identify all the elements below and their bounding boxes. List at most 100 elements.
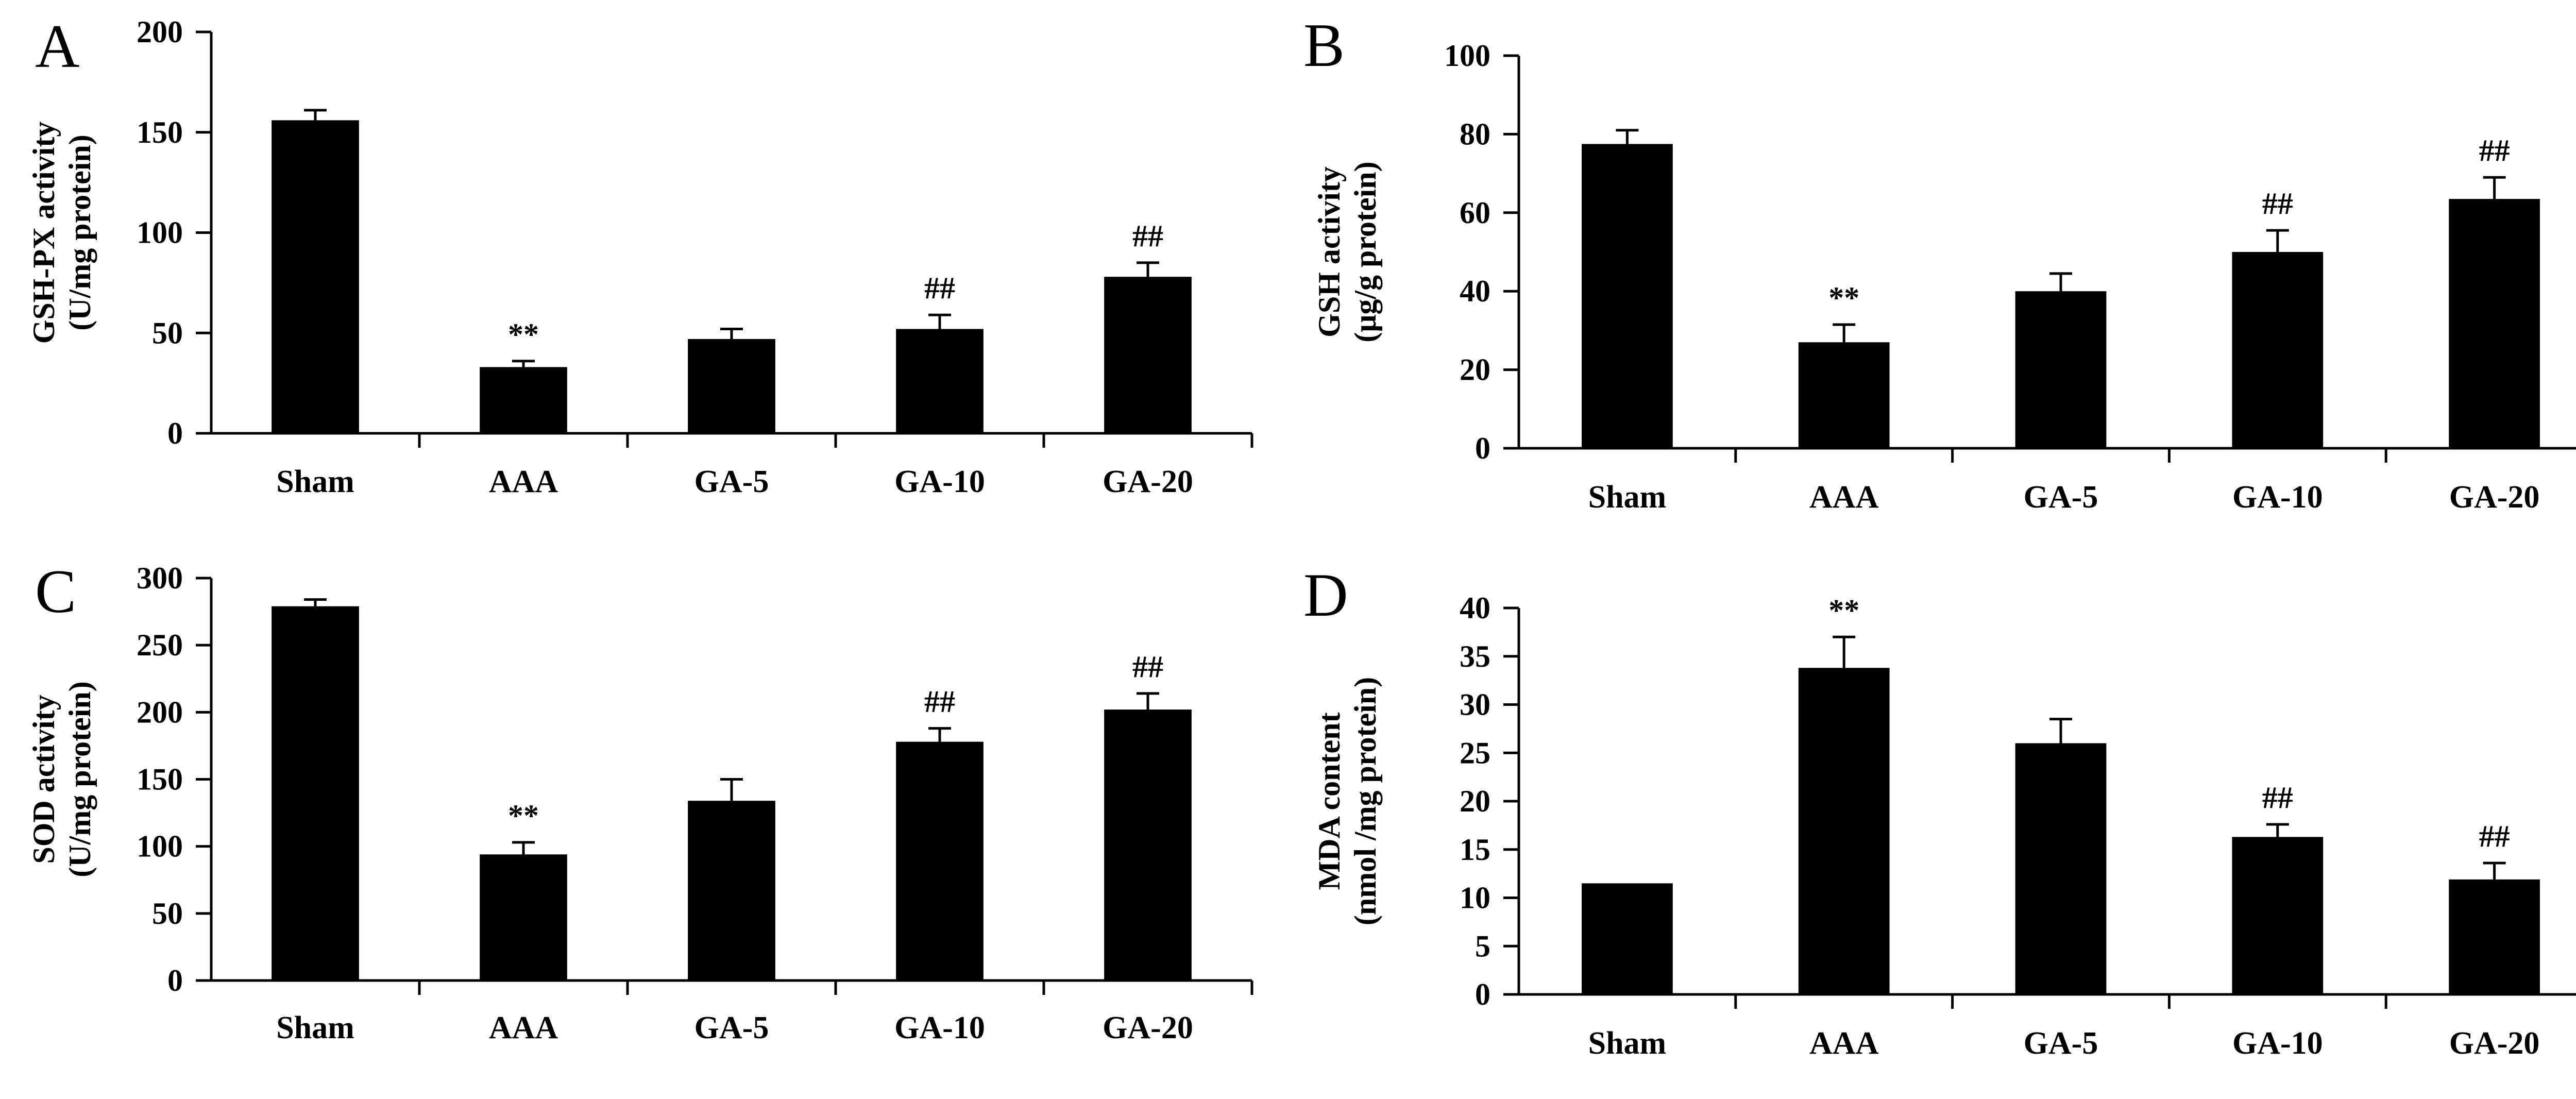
y-tick-label: 100 (137, 830, 183, 864)
category-label: Sham (1588, 1026, 1667, 1061)
significance-marker: ** (508, 317, 539, 351)
bar-ga-10 (2232, 252, 2324, 448)
category-label: GA-10 (2232, 480, 2323, 515)
bar-ga-10 (896, 741, 984, 980)
y-axis-label-line: (nmol /mg protein) (1348, 677, 1382, 925)
y-tick-label: 300 (137, 561, 183, 595)
bar-sham (272, 606, 359, 980)
bar-aaa (1798, 668, 1890, 994)
category-label: GA-5 (2024, 480, 2098, 515)
bar-ga-20 (1104, 277, 1192, 433)
y-tick-label: 20 (1460, 353, 1490, 387)
category-label: GA-10 (894, 464, 985, 499)
bar-aaa (1798, 342, 1890, 448)
category-label: Sham (1588, 480, 1667, 515)
y-tick-label: 25 (1460, 736, 1490, 770)
y-tick-label: 150 (137, 115, 183, 149)
y-tick-label: 0 (167, 416, 183, 450)
category-label: GA-20 (2449, 1026, 2540, 1061)
y-tick-label: 40 (1460, 274, 1490, 308)
bar-sham (1582, 883, 1673, 994)
category-label: GA-5 (2024, 1026, 2098, 1061)
y-tick-label: 15 (1460, 833, 1490, 867)
panel-letter: B (1303, 11, 1345, 79)
significance-marker: ** (1828, 281, 1859, 315)
y-tick-label: 40 (1460, 591, 1490, 625)
category-label: GA-5 (694, 464, 769, 499)
category-label: GA-5 (694, 1010, 769, 1045)
y-tick-label: 0 (1475, 977, 1490, 1011)
bar-ga-5 (2015, 743, 2107, 994)
y-axis-label-line: SOD activity (27, 695, 61, 864)
category-label: AAA (489, 464, 558, 499)
y-tick-label: 150 (137, 763, 183, 797)
bar-ga-5 (688, 801, 775, 980)
bar-ga-20 (1104, 709, 1192, 980)
bar-ga-5 (688, 339, 775, 433)
y-axis-label: SOD activity (U/mg protein) (27, 681, 97, 877)
category-label: GA-10 (894, 1010, 985, 1045)
y-axis-label-line: (U/mg protein) (63, 681, 97, 877)
y-tick-label: 200 (137, 695, 183, 729)
y-axis-label: GSH activity (μg/g protein) (1312, 161, 1382, 342)
y-axis-label-line: (μg/g protein) (1348, 161, 1382, 342)
y-tick-label: 30 (1460, 688, 1490, 722)
y-axis-label-line: (U/mg protein) (63, 134, 97, 331)
y-tick-label: 0 (167, 963, 183, 997)
significance-marker: ## (2262, 781, 2293, 815)
category-label: GA-20 (2449, 480, 2540, 515)
panel-b: B GSH activity (μg/g protein) 0 20 40 60 80 100 S… (1303, 11, 2576, 515)
significance-marker: ## (1132, 219, 1163, 253)
y-tick-label: 100 (137, 216, 183, 250)
significance-marker: ## (924, 271, 955, 305)
significance-marker: ## (2262, 187, 2293, 221)
category-label: AAA (1809, 480, 1879, 515)
y-axis-label-line: GSH-PX activity (27, 122, 61, 344)
y-tick-label: 10 (1460, 881, 1490, 915)
significance-marker: ** (508, 799, 539, 833)
bar-ga-10 (2232, 837, 2324, 994)
y-axis-label: MDA content (nmol /mg protein) (1312, 677, 1382, 925)
panel-letter: C (35, 557, 76, 625)
bar-aaa (480, 367, 567, 433)
category-label: Sham (276, 1010, 354, 1045)
significance-marker: ## (2479, 133, 2510, 167)
y-axis-label: GSH-PX activity (U/mg protein) (27, 122, 97, 344)
y-axis-label-line: MDA content (1312, 713, 1346, 890)
bar-ga-10 (896, 329, 984, 433)
panel-d: D MDA content (nmol /mg protein) 0 5 10 15 20 25… (1303, 561, 2576, 1061)
significance-marker: ## (2479, 819, 2510, 853)
significance-marker: ## (1132, 650, 1163, 684)
y-tick-label: 35 (1460, 639, 1490, 673)
bar-sham (1582, 144, 1673, 448)
panel-letter: D (1303, 561, 1348, 629)
y-tick-label: 100 (1444, 39, 1490, 73)
y-tick-label: 5 (1475, 929, 1490, 963)
significance-marker: ** (1828, 593, 1859, 627)
category-label: GA-10 (2232, 1026, 2323, 1061)
panel-c: C SOD activity (U/mg protein) 0 50 100 150 200 2… (27, 557, 1253, 1045)
y-axis-label-line: GSH activity (1312, 166, 1346, 337)
bar-sham (272, 120, 359, 433)
panel-letter: A (35, 12, 80, 80)
y-tick-label: 200 (137, 15, 183, 49)
category-label: GA-20 (1103, 464, 1193, 499)
y-tick-label: 50 (152, 897, 183, 931)
bar-ga-20 (2449, 879, 2540, 994)
y-tick-label: 250 (137, 628, 183, 662)
y-tick-label: 0 (1475, 431, 1490, 465)
category-label: GA-20 (1103, 1010, 1193, 1045)
panel-a: A GSH-PX activity (U/mg protein) 0 50 100 150 2… (27, 12, 1253, 499)
category-label: AAA (489, 1010, 558, 1045)
category-label: AAA (1809, 1026, 1879, 1061)
y-tick-label: 20 (1460, 784, 1490, 818)
bar-aaa (480, 854, 567, 980)
significance-marker: ## (924, 685, 955, 719)
bar-ga-20 (2449, 199, 2540, 448)
y-tick-label: 50 (152, 316, 183, 350)
bar-ga-5 (2015, 291, 2107, 448)
y-tick-label: 80 (1460, 117, 1490, 151)
category-label: Sham (276, 464, 354, 499)
y-tick-label: 60 (1460, 196, 1490, 230)
